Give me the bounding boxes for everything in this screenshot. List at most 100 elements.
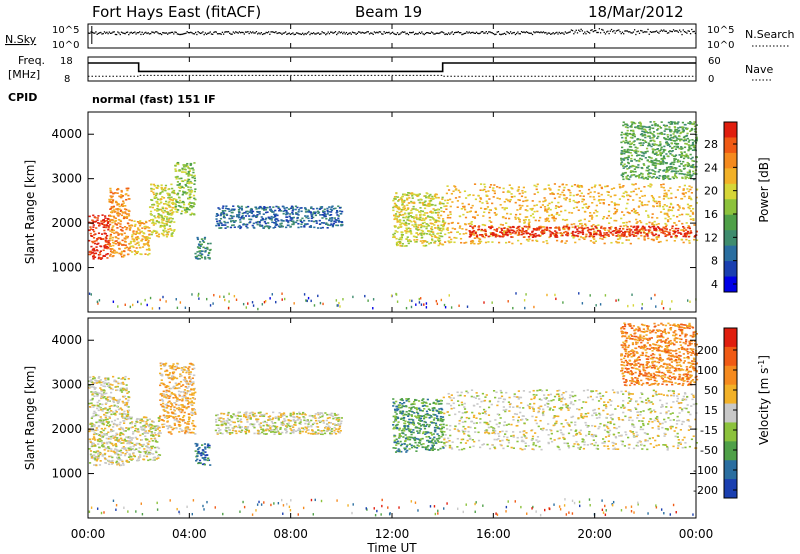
data-cell <box>294 205 298 208</box>
ground-cell <box>533 305 535 309</box>
data-cell <box>628 167 631 169</box>
data-cell <box>556 192 560 195</box>
ground-cell <box>440 298 443 302</box>
data-cell <box>297 222 300 225</box>
data-cell <box>326 227 329 229</box>
data-cell <box>120 255 124 258</box>
data-cell <box>159 201 163 204</box>
data-cell <box>665 192 668 194</box>
ground-cell <box>165 300 167 303</box>
data-cell <box>551 217 554 219</box>
colorbar-swatch <box>724 183 737 200</box>
data-cell <box>549 231 552 233</box>
data-cell <box>503 231 506 234</box>
data-cell <box>243 211 246 214</box>
data-cell <box>125 187 128 190</box>
data-cell <box>238 224 241 227</box>
data-cell <box>399 237 402 239</box>
data-cell <box>168 225 172 227</box>
data-cell <box>565 197 568 199</box>
data-cell <box>114 236 117 238</box>
data-cell <box>686 171 689 174</box>
data-cell <box>692 178 696 181</box>
data-cell <box>239 221 242 223</box>
noise-point <box>115 33 118 36</box>
data-cell <box>665 205 669 207</box>
data-cell <box>669 139 673 141</box>
ground-cell <box>146 303 148 307</box>
data-cell <box>107 241 110 244</box>
data-cell <box>258 221 261 224</box>
data-cell <box>443 222 446 225</box>
data-cell <box>116 385 119 388</box>
data-cell <box>225 205 228 207</box>
data-cell <box>670 192 673 195</box>
data-cell <box>393 197 396 200</box>
data-cell <box>652 197 655 200</box>
data-cell <box>98 403 102 405</box>
data-cell <box>164 184 168 187</box>
data-cell <box>627 142 630 145</box>
data-cell <box>481 189 485 192</box>
ground-cell <box>257 307 259 311</box>
data-cell <box>396 215 399 218</box>
data-cell <box>598 198 601 201</box>
data-cell <box>304 223 308 226</box>
data-cell <box>105 447 109 450</box>
noise-point <box>349 32 351 34</box>
data-cell <box>161 221 164 223</box>
data-cell <box>665 142 668 145</box>
data-cell <box>141 227 144 229</box>
data-cell <box>651 160 654 162</box>
noise-point <box>674 30 676 32</box>
data-cell <box>269 226 272 228</box>
data-cell <box>407 212 410 215</box>
data-cell <box>188 197 191 200</box>
data-cell <box>505 198 508 201</box>
data-cell <box>325 217 328 220</box>
data-cell <box>635 150 638 153</box>
data-cell <box>120 233 123 235</box>
data-cell <box>653 153 657 155</box>
data-cell <box>93 437 96 440</box>
data-cell <box>463 206 466 209</box>
noise-point <box>197 31 199 33</box>
data-cell <box>533 193 536 195</box>
data-cell <box>215 213 219 215</box>
data-cell <box>310 206 313 208</box>
data-cell <box>406 198 409 201</box>
data-cell <box>662 186 665 189</box>
data-cell <box>560 240 564 242</box>
data-cell <box>189 164 192 166</box>
data-cell <box>647 126 650 129</box>
data-cell <box>138 220 141 223</box>
data-cell <box>663 137 667 140</box>
data-cell <box>687 206 690 209</box>
data-cell <box>559 232 562 234</box>
data-cell <box>633 229 637 231</box>
data-cell <box>99 256 102 259</box>
data-cell <box>631 183 634 186</box>
data-cell <box>188 196 191 199</box>
data-cell <box>135 251 138 253</box>
data-cell <box>652 127 655 130</box>
data-cell <box>108 384 111 387</box>
data-cell <box>309 225 313 227</box>
noise-point <box>309 33 311 36</box>
data-cell <box>617 234 620 236</box>
data-cell <box>228 210 231 213</box>
data-cell <box>657 236 660 239</box>
data-cell <box>193 162 196 164</box>
data-cell <box>169 217 173 220</box>
data-cell <box>255 215 259 218</box>
noise-point <box>164 32 166 34</box>
data-cell <box>180 171 184 173</box>
data-cell <box>89 450 93 452</box>
data-cell <box>440 230 443 232</box>
data-cell <box>233 221 236 223</box>
data-cell <box>236 214 239 216</box>
noise-point <box>310 32 312 34</box>
data-cell <box>111 397 114 400</box>
ground-cell <box>336 304 338 307</box>
data-cell <box>407 194 410 197</box>
